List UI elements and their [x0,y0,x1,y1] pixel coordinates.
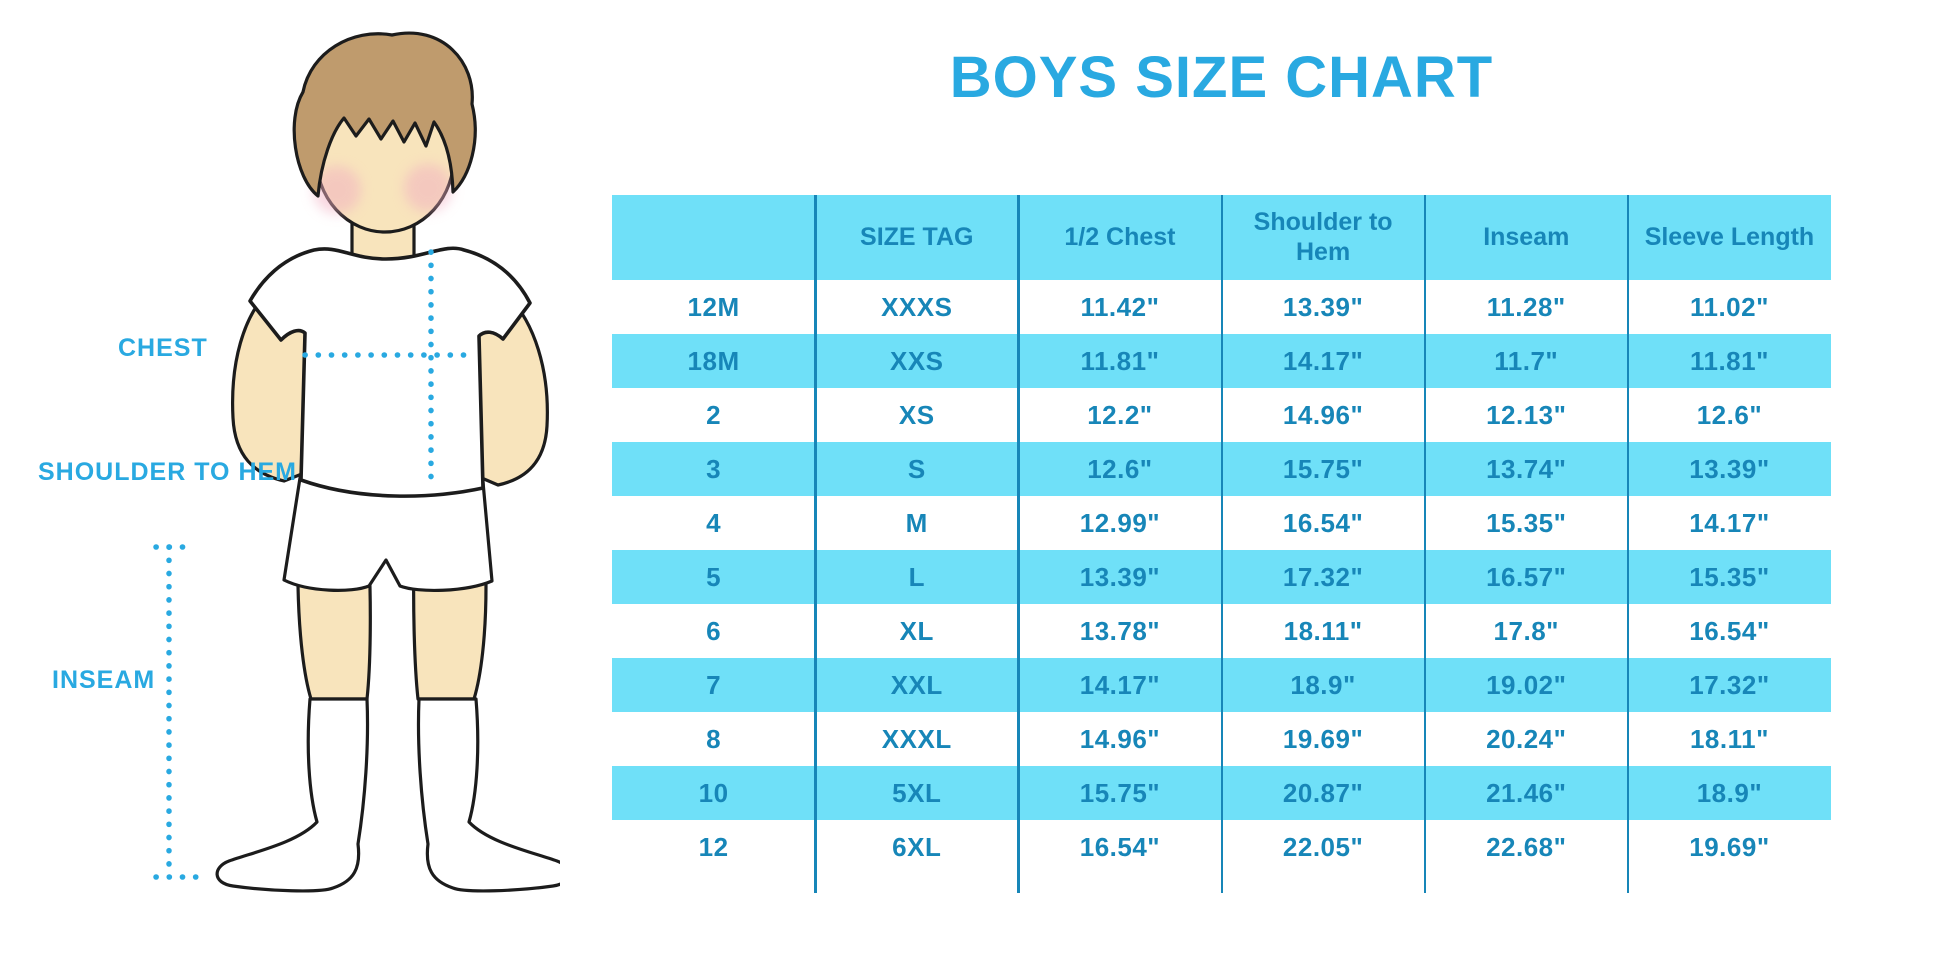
chest-label: CHEST [118,334,208,362]
inseam-label: INSEAM [52,666,156,694]
shoulder-to-hem-cell: 14.96" [1282,399,1364,430]
size-cell: 10 [698,777,729,808]
inseam-cell: 20.24" [1486,723,1567,754]
size-cell: 12M [687,291,740,322]
shoulder-to-hem-cell: 15.75" [1282,453,1364,484]
size-tag-cell: XXXL [881,723,952,754]
sleeve-length-cell: 11.02" [1689,291,1769,322]
half-chest-cell: 15.75" [1079,777,1161,808]
shoulder-to-hem-cell: 20.87" [1282,777,1364,808]
half-chest-cell: 14.17" [1079,669,1161,700]
half-chest-cell: 12.6" [1087,453,1153,484]
shoulder-to-hem-cell: 18.11" [1283,615,1363,646]
half-chest-cell: 14.96" [1079,723,1161,754]
size-tag-cell: S [907,453,926,484]
sleeve-length-cell: 19.69" [1689,831,1770,862]
size-cell: 18M [687,345,740,376]
shoulder-to-hem-cell: 19.69" [1282,723,1364,754]
inseam-cell: 11.28" [1486,291,1566,322]
left-sock-shape [215,697,370,893]
size-tag-cell: 6XL [892,831,942,862]
size-tag-cell: XL [899,615,934,646]
column-divider [1626,195,1630,893]
header-cell-size-tag: SIZE TAG [860,222,974,251]
shoulder-to-hem-cell: 14.17" [1282,345,1364,376]
column-divider [1423,195,1427,893]
size-cell: 3 [706,453,722,484]
header-cell-sleeve-length: Sleeve Length [1644,222,1815,251]
left-arm-shape [231,290,314,483]
half-chest-cell: 13.78" [1079,615,1161,646]
size-tag-cell: M [905,507,928,538]
boy-illustration [153,31,560,893]
column-divider [814,195,817,893]
half-chest-cell: 16.54" [1079,831,1161,862]
right-cheek-shape [404,164,452,212]
sleeve-length-cell: 18.11" [1689,723,1769,754]
sleeve-length-cell: 11.81" [1689,345,1769,376]
shoulder-to-hem-cell: 16.54" [1282,507,1364,538]
half-chest-cell: 12.2" [1087,399,1153,430]
size-cell: 7 [706,669,722,700]
size-cell: 12 [698,831,729,862]
shoulder-to-hem-cell: 18.9" [1290,669,1356,700]
size-cell: 5 [706,561,722,592]
shirt-shape [248,246,532,498]
sleeve-length-cell: 18.9" [1696,777,1763,808]
half-chest-cell: 11.42" [1080,291,1160,322]
sleeve-length-cell: 12.6" [1696,399,1763,430]
inseam-cell: 11.7" [1494,345,1559,376]
size-tag-cell: XXXS [881,291,953,322]
column-divider [1017,195,1020,893]
shoulder-to-hem-cell: 13.39" [1282,291,1364,322]
half-chest-cell: 12.99" [1079,507,1161,538]
half-chest-cell: 13.39" [1079,561,1161,592]
inseam-cell: 22.68" [1486,831,1567,862]
sleeve-length-cell: 17.32" [1689,669,1770,700]
inseam-cell: 15.35" [1486,507,1567,538]
size-table: SIZE TAG 1/2 Chest Shoulder to Hem Insea… [612,195,1831,893]
inseam-cell: 12.13" [1486,399,1567,430]
sleeve-length-cell: 15.35" [1689,561,1770,592]
right-arm-shape [468,294,549,487]
sleeve-length-cell: 14.17" [1689,507,1770,538]
shoulder-to-hem-cell: 22.05" [1282,831,1364,862]
inseam-cell: 17.8" [1493,615,1559,646]
size-cell: 2 [706,399,722,430]
size-cell: 6 [706,615,722,646]
header-cell-half-chest: 1/2 Chest [1064,222,1176,251]
header-cell-inseam: Inseam [1483,222,1570,251]
page-title: BOYS SIZE CHART [949,45,1494,110]
size-tag-cell: XXL [890,669,943,700]
right-sock-shape [416,697,560,893]
header-cell-shoulder-to-hem: Shoulder to Hem [1253,208,1393,266]
inseam-cell: 19.02" [1486,669,1567,700]
size-tag-cell: XS [898,399,935,430]
sleeve-length-cell: 13.39" [1689,453,1770,484]
sleeve-length-cell: 16.54" [1689,615,1770,646]
column-divider [1220,195,1223,893]
size-tag-cell: 5XL [892,777,942,808]
size-cell: 4 [706,507,722,538]
half-chest-cell: 11.81" [1080,345,1160,376]
left-cheek-shape [313,166,361,214]
inseam-cell: 13.74" [1486,453,1567,484]
size-tag-cell: L [908,561,925,592]
inseam-cell: 21.46" [1486,777,1567,808]
inseam-cell: 16.57" [1486,561,1567,592]
size-tag-cell: XXS [889,345,944,376]
shoulder-to-hem-cell: 17.32" [1282,561,1364,592]
header-cell-blank [612,195,815,280]
shoulder-to-hem-label: SHOULDER TO HEM [38,458,297,486]
hair-shape [292,31,477,198]
size-cell: 8 [706,723,722,754]
